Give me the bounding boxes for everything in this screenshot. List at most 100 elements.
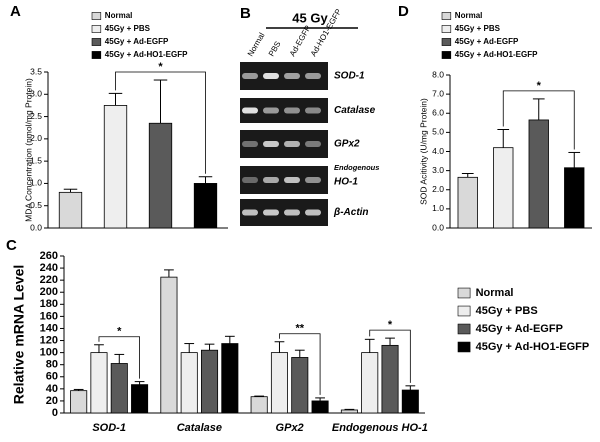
lane-label: Normal <box>246 31 267 58</box>
y-tick-label: 100 <box>40 347 58 359</box>
bar <box>180 352 198 414</box>
bar <box>221 343 239 414</box>
legend-swatch <box>457 323 471 335</box>
legend-label: Normal <box>105 11 133 20</box>
y-tick-label: 200 <box>40 286 58 298</box>
legend-swatch <box>457 341 471 353</box>
y-tick-label: 6.0 <box>432 108 444 118</box>
y-tick-label: 1.5 <box>30 155 42 165</box>
gel-band <box>305 73 321 79</box>
significance-label: * <box>158 61 163 73</box>
y-tick-label: 0.5 <box>30 200 42 210</box>
significance-label: * <box>117 326 122 338</box>
gel-band <box>305 107 321 114</box>
bar <box>110 363 128 414</box>
gel-band <box>305 141 321 147</box>
gel-band <box>242 177 258 183</box>
y-tick-label: 2.5 <box>30 111 42 121</box>
y-tick-label: 140 <box>40 322 58 334</box>
bar <box>90 352 108 414</box>
legend-label: 45Gy + Ad-EGFP <box>476 323 563 335</box>
bar <box>58 191 83 229</box>
gel-band <box>305 209 321 216</box>
bar <box>340 409 358 414</box>
legend-label: 45Gy + Ad-EGFP <box>455 37 519 46</box>
y-tick-label: 120 <box>40 334 58 346</box>
gel-band <box>284 141 300 147</box>
legend-swatch <box>457 287 471 299</box>
gel-band <box>284 209 300 216</box>
gel-band <box>242 209 258 216</box>
y-tick-label: 8.0 <box>432 69 444 79</box>
bar <box>193 183 218 229</box>
panel-letter: C <box>6 237 17 254</box>
gel-band <box>242 141 258 147</box>
legend-swatch <box>441 51 452 59</box>
x-tick-label: Catalase <box>177 422 222 434</box>
panel-letter: A <box>10 3 21 20</box>
gel-band <box>263 141 279 147</box>
y-tick-label: 7.0 <box>432 88 444 98</box>
bar <box>528 119 549 229</box>
bar <box>361 352 379 414</box>
bar <box>250 396 268 414</box>
gene-prefix: Endogenous <box>334 163 379 172</box>
significance-label: * <box>388 319 393 331</box>
x-tick-label: SOD-1 <box>92 422 126 434</box>
legend-swatch <box>457 305 471 317</box>
legend-label: 45Gy + Ad-HO1-EGFP <box>476 341 590 353</box>
lane-label: PBS <box>267 40 283 58</box>
y-tick-label: 3.5 <box>30 66 42 76</box>
y-tick-label: 80 <box>46 359 58 371</box>
bar <box>457 176 478 229</box>
legend-label: 45Gy + PBS <box>476 305 538 317</box>
panel-letter: D <box>398 3 409 20</box>
legend-swatch <box>91 51 102 59</box>
y-tick-label: 0.0 <box>432 222 444 232</box>
significance-bracket <box>279 333 321 395</box>
gel-band <box>263 177 279 183</box>
gel-band <box>284 107 300 114</box>
bar <box>103 105 128 229</box>
bar <box>381 344 399 414</box>
legend-label: 45Gy + Ad-EGFP <box>105 37 169 46</box>
legend-swatch <box>441 25 452 33</box>
y-tick-label: 1.0 <box>30 178 42 188</box>
legend-label: 45Gy + Ad-HO1-EGFP <box>105 50 188 59</box>
bar <box>201 349 219 414</box>
y-tick-label: 0 <box>52 407 58 419</box>
gel-band <box>284 73 300 79</box>
significance-label: * <box>537 80 542 92</box>
panel-letter: B <box>240 5 251 22</box>
y-tick-label: 260 <box>40 250 58 262</box>
y-tick-label: 0.0 <box>30 222 42 232</box>
bar <box>311 400 329 414</box>
y-tick-label: 4.0 <box>432 146 444 156</box>
significance-bracket <box>502 90 575 150</box>
significance-bracket <box>369 329 411 383</box>
legend-swatch <box>91 38 102 46</box>
y-axis-label: MDA Concentration (nmol/mg Protein) <box>23 78 33 222</box>
bar <box>493 147 514 229</box>
legend-swatch <box>441 12 452 20</box>
legend-swatch <box>91 12 102 20</box>
y-tick-label: 40 <box>46 383 58 395</box>
gene-label: SOD-1 <box>334 71 365 82</box>
bar <box>401 389 419 414</box>
legend-label: 45Gy + PBS <box>455 24 501 33</box>
bar <box>160 276 178 414</box>
gene-label: Catalase <box>334 105 376 116</box>
significance-bracket <box>98 336 140 379</box>
gene-label: HO-1 <box>334 177 358 188</box>
bar <box>70 390 88 414</box>
y-tick-label: 180 <box>40 298 58 310</box>
y-tick-label: 220 <box>40 274 58 286</box>
legend-label: 45Gy + PBS <box>105 24 151 33</box>
bar <box>148 122 173 229</box>
y-tick-label: 60 <box>46 371 58 383</box>
x-tick-label: Endogenous HO-1 <box>332 422 428 434</box>
gel-band <box>305 177 321 183</box>
bar <box>291 357 309 414</box>
gel-band <box>263 73 279 79</box>
